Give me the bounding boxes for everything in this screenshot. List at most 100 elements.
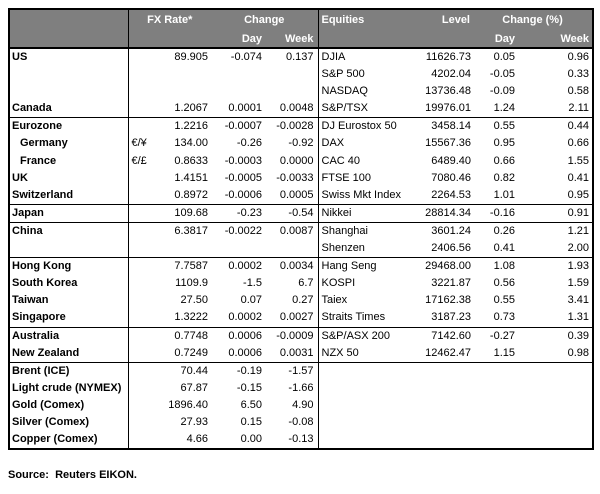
cell-country-name: France [9, 152, 128, 170]
cell-equity-change-week: 1.93 [519, 257, 593, 276]
cell-fx-rate: 6.3817 [161, 221, 211, 241]
cell-fx-pair [127, 292, 161, 310]
cell-fx-rate: 1109.9 [161, 275, 211, 293]
cell-equity-name [317, 379, 418, 397]
table-row: Copper (Comex) 4.66 0.00 -0.13 [9, 431, 593, 450]
cell-equity-change-day [473, 361, 519, 380]
cell-equity-change-week: 1.59 [519, 275, 593, 293]
cell-fx-pair [127, 203, 161, 223]
cell-fx-change-day: 0.0002 [211, 309, 264, 327]
cell-equity-change-week [519, 396, 593, 414]
cell-equity-level: 29468.00 [418, 257, 473, 276]
table-row: Silver (Comex) 27.93 0.15 -0.08 [9, 413, 593, 432]
cell-country-name [9, 83, 128, 101]
cell-fx-pair [127, 100, 161, 118]
cell-fx-pair [127, 396, 161, 414]
cell-equity-name: Hang Seng [317, 257, 418, 276]
cell-fx-change-week: 0.0000 [264, 152, 318, 170]
cell-fx-pair [127, 257, 161, 276]
cell-equity-name: Swiss Mkt Index [317, 186, 418, 205]
cell-equity-change-day: 0.56 [473, 275, 519, 293]
cell-country-name: New Zealand [9, 344, 128, 363]
cell-equity-change-week [519, 379, 593, 397]
header-level: Level [418, 9, 473, 31]
header-eq-week: Week [519, 31, 593, 48]
cell-equity-change-day: 0.41 [473, 240, 519, 258]
cell-fx-change-week: -1.57 [264, 361, 318, 380]
header-blank-corner [9, 9, 128, 48]
table-row: UK 1.4151 -0.0005 -0.0033 FTSE 100 7080.46 0.8… [9, 169, 593, 187]
cell-equity-name: DJ Eurostox 50 [317, 117, 418, 136]
cell-equity-name [317, 413, 418, 432]
cell-equity-change-day: 0.66 [473, 152, 519, 170]
cell-equity-name: KOSPI [317, 275, 418, 293]
cell-fx-rate: 70.44 [161, 361, 211, 380]
cell-equity-level: 13736.48 [418, 83, 473, 101]
cell-equity-name [317, 431, 418, 450]
cell-fx-change-day: 0.15 [211, 413, 264, 432]
cell-equity-change-day: -0.05 [473, 66, 519, 84]
cell-equity-level: 11626.73 [418, 46, 473, 67]
cell-fx-change-day [211, 83, 264, 101]
cell-fx-pair [127, 169, 161, 187]
cell-country-name [9, 240, 128, 258]
cell-fx-rate: 7.7587 [161, 257, 211, 276]
cell-fx-rate: 1.2067 [161, 100, 211, 118]
cell-fx-change-week: 6.7 [264, 275, 318, 293]
cell-equity-change-week [519, 361, 593, 380]
cell-fx-pair [127, 275, 161, 293]
cell-equity-change-week: 2.11 [519, 100, 593, 118]
table-row: Germany €/¥ 134.00 -0.26 -0.92 DAX 15567.36 0.9… [9, 135, 593, 153]
cell-fx-rate: 1.4151 [161, 169, 211, 187]
header-fx-rate: FX Rate* [127, 9, 211, 31]
header-blank-level [418, 31, 473, 48]
cell-equity-change-day: 0.26 [473, 221, 519, 241]
cell-country-name: Singapore [9, 309, 128, 327]
cell-fx-change-week: 0.27 [264, 292, 318, 310]
cell-equity-change-week: 0.33 [519, 66, 593, 84]
cell-fx-change-week: 0.0048 [264, 100, 318, 118]
cell-fx-change-week: 0.0087 [264, 221, 318, 241]
cell-equity-change-week: 1.55 [519, 152, 593, 170]
table-row: Hong Kong 7.7587 0.0002 0.0034 Hang Seng 2946… [9, 257, 593, 276]
cell-equity-change-day [473, 431, 519, 450]
cell-country-name: Japan [9, 203, 128, 223]
cell-fx-rate: 67.87 [161, 379, 211, 397]
cell-fx-change-week: -0.92 [264, 135, 318, 153]
cell-fx-change-day: -0.23 [211, 203, 264, 223]
table-header: FX Rate* Change Equities Level Change (%… [9, 9, 593, 48]
cell-fx-rate: 0.8972 [161, 186, 211, 205]
cell-equity-level: 4202.04 [418, 66, 473, 84]
cell-equity-level [418, 396, 473, 414]
cell-fx-change-day: -0.0006 [211, 186, 264, 205]
cell-equity-level: 3221.87 [418, 275, 473, 293]
cell-fx-pair [127, 326, 161, 345]
cell-equity-name: S&P/ASX 200 [317, 326, 418, 345]
cell-equity-change-day: 0.55 [473, 292, 519, 310]
cell-country-name: Australia [9, 326, 128, 345]
header-equities: Equities [317, 9, 418, 31]
cell-fx-pair [127, 240, 161, 258]
cell-country-name: Silver (Comex) [9, 413, 128, 432]
table-row: Brent (ICE) 70.44 -0.19 -1.57 [9, 361, 593, 380]
header-change-pct: Change (%) [473, 9, 593, 31]
cell-equity-change-day [473, 396, 519, 414]
table-row: New Zealand 0.7249 0.0006 0.0031 NZX 50 12462… [9, 344, 593, 363]
cell-equity-name: S&P 500 [317, 66, 418, 84]
cell-fx-change-day: 0.0006 [211, 326, 264, 345]
table-row: Canada 1.2067 0.0001 0.0048 S&P/TSX 19976.01 1… [9, 100, 593, 118]
cell-fx-pair [127, 83, 161, 101]
cell-fx-rate: 4.66 [161, 431, 211, 450]
cell-fx-rate: 109.68 [161, 203, 211, 223]
cell-fx-change-day: -0.15 [211, 379, 264, 397]
cell-equity-level [418, 379, 473, 397]
table-row: South Korea 1109.9 -1.5 6.7 KOSPI 3221.87 0.56… [9, 275, 593, 293]
cell-equity-change-day: 1.08 [473, 257, 519, 276]
cell-fx-change-week: 0.0031 [264, 344, 318, 363]
cell-equity-level: 6489.40 [418, 152, 473, 170]
cell-country-name: China [9, 221, 128, 241]
table-body: US 89.905 -0.074 0.137 DJIA 11626.73 0.05 0.96 S… [9, 46, 593, 450]
cell-country-name: Copper (Comex) [9, 431, 128, 450]
cell-equity-level: 7080.46 [418, 169, 473, 187]
cell-equity-name [317, 396, 418, 414]
